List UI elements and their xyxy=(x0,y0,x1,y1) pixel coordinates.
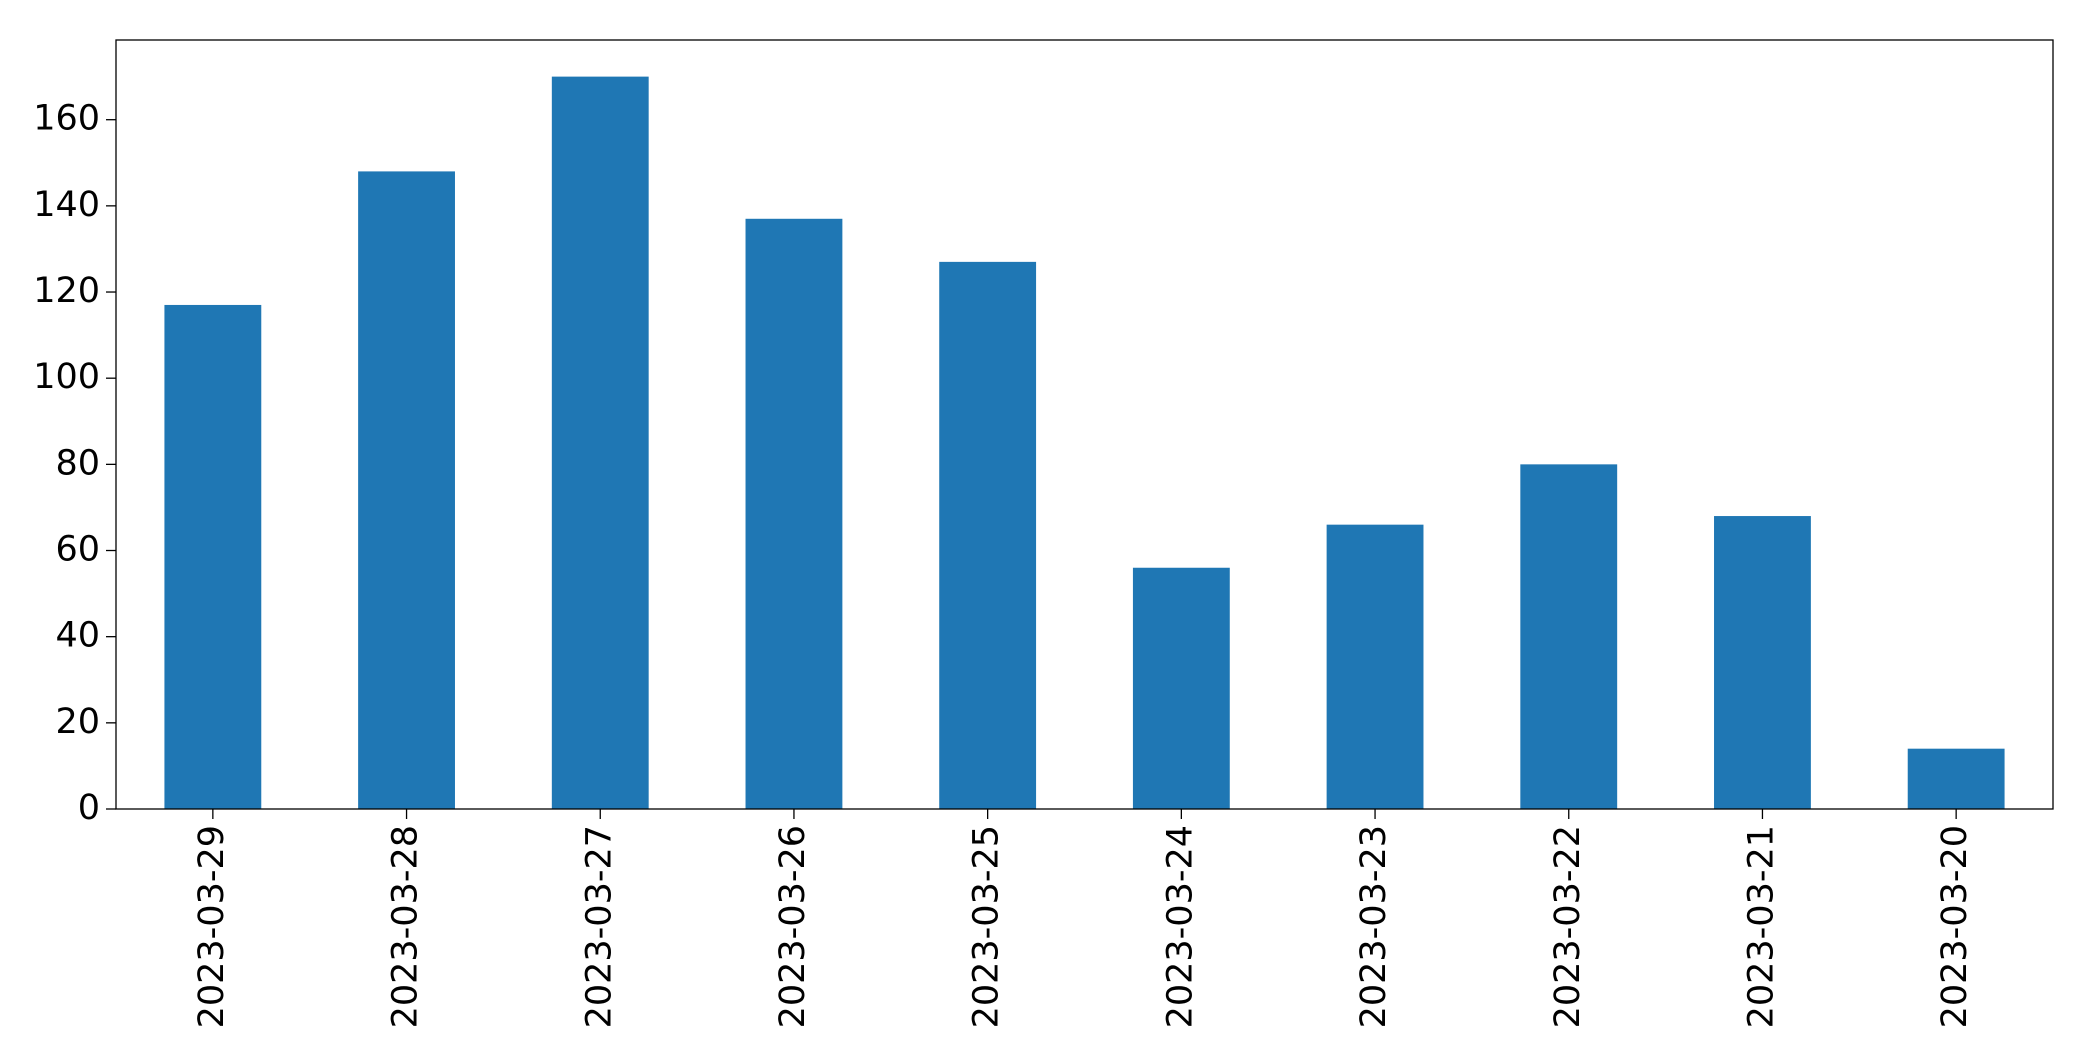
y-tick-label: 160 xyxy=(33,99,100,139)
x-tick-label: 2023-03-21 xyxy=(1741,825,1781,1028)
x-tick-label: 2023-03-23 xyxy=(1354,825,1394,1028)
x-tick-label: 2023-03-28 xyxy=(386,825,426,1028)
y-tick-label: 100 xyxy=(33,357,100,397)
bar xyxy=(939,261,1037,809)
y-tick-label: 120 xyxy=(33,271,100,311)
bar xyxy=(1326,524,1424,809)
plot-frame xyxy=(115,39,2054,810)
x-tick-label: 2023-03-27 xyxy=(579,825,619,1028)
bar xyxy=(1132,567,1230,809)
y-tick-label: 40 xyxy=(55,616,100,656)
y-tick-label: 20 xyxy=(55,702,100,742)
x-tick-label: 2023-03-26 xyxy=(773,825,813,1028)
bar xyxy=(1520,464,1618,809)
y-tick-label: 80 xyxy=(55,443,100,483)
bar xyxy=(1714,516,1811,809)
bar xyxy=(1907,748,2005,809)
bar xyxy=(164,304,262,809)
x-tick-label: 2023-03-24 xyxy=(1160,825,1200,1028)
x-tick-label: 2023-03-25 xyxy=(967,825,1007,1028)
x-tick-label: 2023-03-20 xyxy=(1935,825,1975,1028)
y-tick-label: 60 xyxy=(55,530,100,570)
bar xyxy=(745,218,843,809)
bar xyxy=(551,76,649,810)
y-tick-label: 140 xyxy=(33,185,100,225)
x-tick-label: 2023-03-22 xyxy=(1548,825,1588,1028)
bar xyxy=(358,171,455,809)
x-tick-label: 2023-03-29 xyxy=(192,825,232,1028)
y-tick-label: 0 xyxy=(78,788,100,828)
